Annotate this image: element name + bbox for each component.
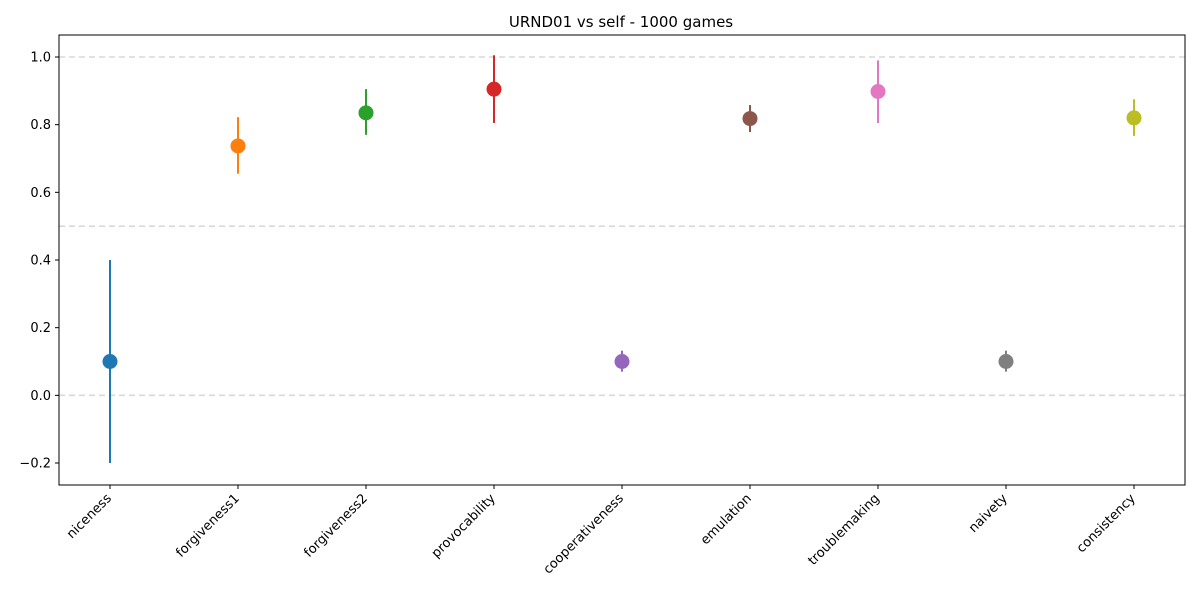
point-provocability xyxy=(486,81,502,97)
chart-title: URND01 vs self - 1000 games xyxy=(509,13,733,31)
point-emulation xyxy=(742,111,758,127)
y-tick-label: 0.8 xyxy=(30,118,51,133)
axes: −0.2 0.0 0.2 0.4 0.6 0.8 1.0 niceness forgivenes… xyxy=(19,34,1186,577)
point-naivety xyxy=(998,354,1014,370)
x-tick-label-cooperativeness: cooperativeness xyxy=(541,491,627,577)
x-tick-label-emulation: emulation xyxy=(698,491,755,548)
x-tick-label-forgiveness1: forgiveness1 xyxy=(173,491,242,560)
series-layer xyxy=(102,55,1142,464)
point-niceness xyxy=(102,354,118,370)
x-tick-label-forgiveness2: forgiveness2 xyxy=(301,491,370,560)
point-consistency xyxy=(1126,110,1142,126)
point-forgiveness2 xyxy=(358,105,374,121)
y-tick-label: 0.6 xyxy=(30,186,51,201)
plot-frame xyxy=(58,34,1186,486)
y-tick-label: 1.0 xyxy=(30,50,51,65)
x-tick-label-provocability: provocability xyxy=(429,491,499,561)
y-tick-label: 0.2 xyxy=(30,321,51,336)
point-troublemaking xyxy=(870,84,886,100)
x-tick-label-niceness: niceness xyxy=(64,491,115,542)
x-tick-label-troublemaking: troublemaking xyxy=(805,491,882,568)
x-tick-label-naivety: naivety xyxy=(966,491,1011,536)
x-tick-label-consistency: consistency xyxy=(1074,491,1139,556)
reference-lines xyxy=(59,56,1185,397)
point-forgiveness1 xyxy=(230,138,246,154)
y-tick-label: −0.2 xyxy=(19,457,51,472)
y-tick-label: 0.0 xyxy=(30,389,51,404)
point-cooperativeness xyxy=(614,354,630,370)
y-tick-label: 0.4 xyxy=(30,254,51,269)
